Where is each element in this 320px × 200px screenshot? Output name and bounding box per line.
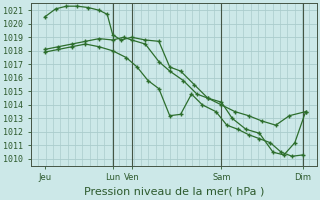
X-axis label: Pression niveau de la mer( hPa ): Pression niveau de la mer( hPa )	[84, 187, 264, 197]
